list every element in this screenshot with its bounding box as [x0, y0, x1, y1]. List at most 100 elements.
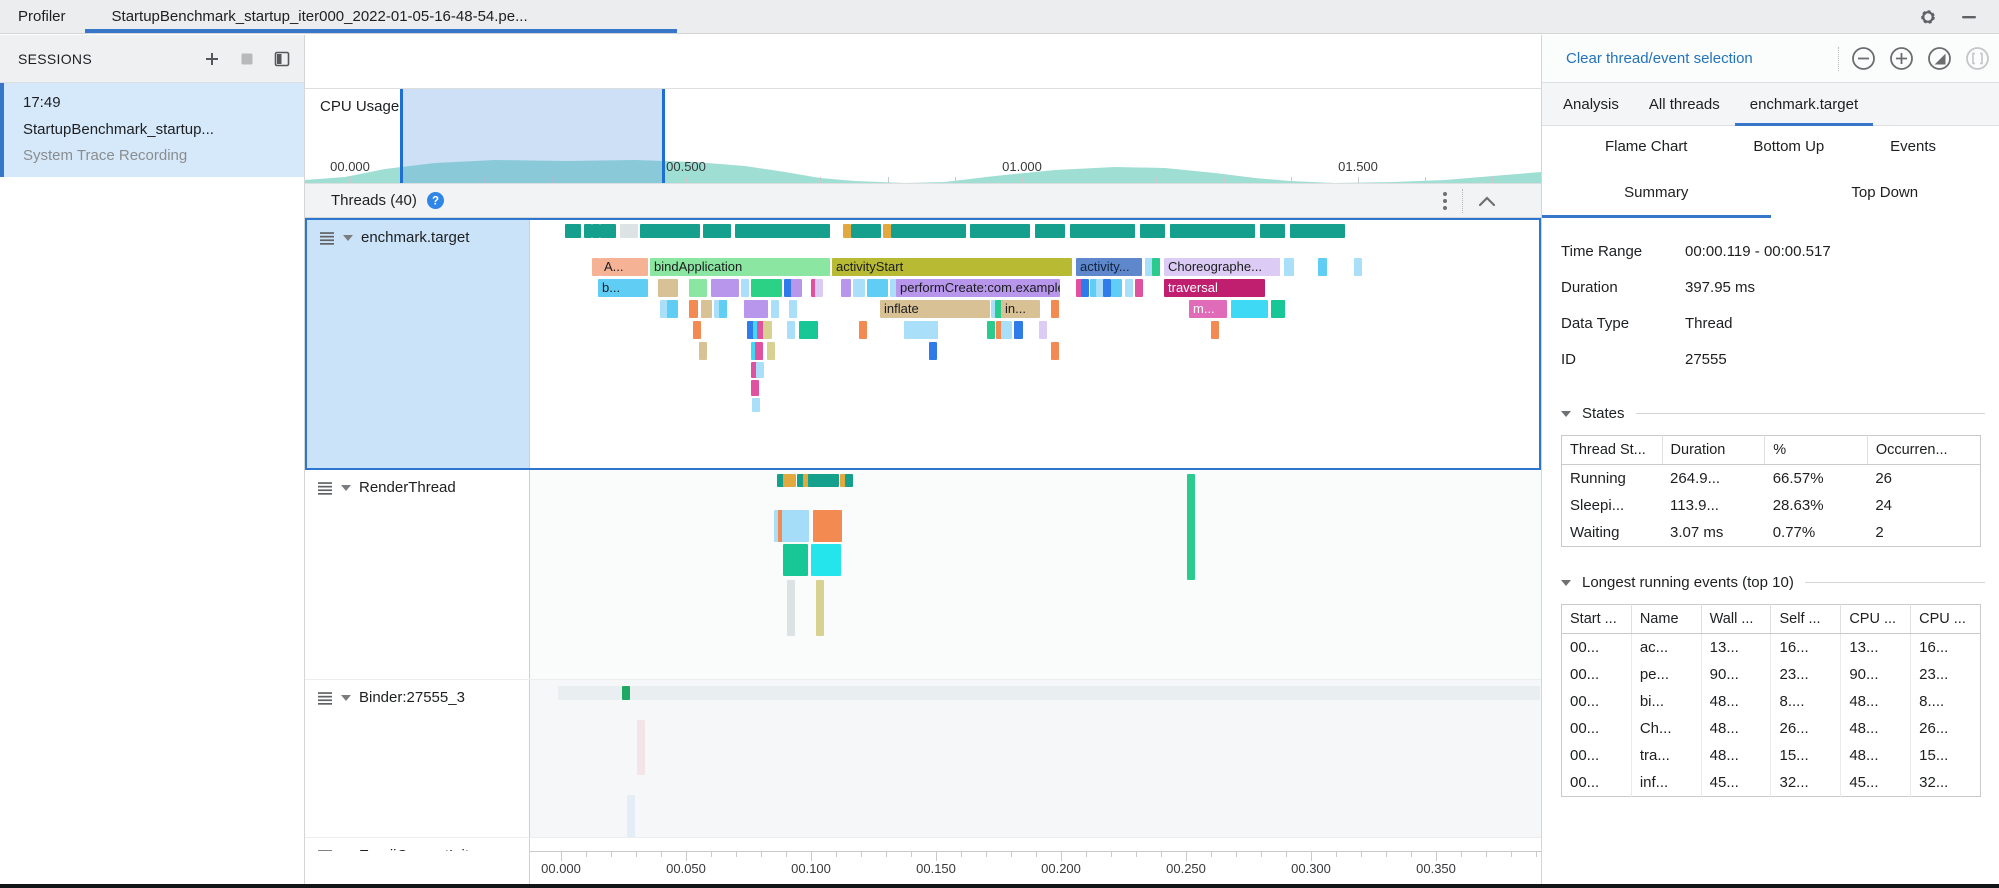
tab-all-threads[interactable]: All threads	[1648, 95, 1720, 113]
trace-span[interactable]	[660, 300, 668, 318]
trace-span[interactable]	[787, 321, 795, 339]
zoom-out-icon[interactable]	[1850, 45, 1877, 72]
more-options-kebab-icon[interactable]	[1442, 190, 1448, 212]
table-row[interactable]: Sleepi... 113.9... 28.63% 24	[1562, 492, 1981, 519]
reset-zoom-icon[interactable]	[1926, 45, 1953, 72]
help-icon[interactable]: ?	[426, 191, 445, 210]
trace-span[interactable]	[904, 321, 938, 339]
trace-span[interactable]	[1035, 224, 1065, 238]
trace-span[interactable]	[1290, 224, 1345, 238]
trace-span[interactable]	[1076, 279, 1084, 297]
trace-span[interactable]	[782, 510, 809, 542]
thread-row-enchmark-target[interactable]: enchmark.target A... bindApplication activi…	[305, 218, 1541, 470]
subtab-flame-chart[interactable]: Flame Chart	[1604, 137, 1688, 155]
drag-handle-icon[interactable]	[319, 231, 335, 251]
table-row[interactable]: 00... inf... 45... 32... 45... 32...	[1561, 769, 1981, 797]
trace-span[interactable]	[600, 224, 616, 238]
trace-span[interactable]	[693, 321, 701, 339]
trace-span[interactable]	[777, 474, 785, 487]
column-header[interactable]: Self ...	[1770, 604, 1842, 634]
collapse-arrow-icon[interactable]	[341, 485, 351, 491]
trace-span[interactable]	[751, 279, 782, 297]
trace-span[interactable]	[1211, 321, 1219, 339]
trace-span[interactable]	[995, 300, 1003, 318]
column-header[interactable]: CPU ...	[1840, 604, 1912, 634]
trace-span-traversal[interactable]: traversal	[1164, 279, 1265, 297]
column-header[interactable]: Wall ...	[1701, 604, 1772, 634]
trace-span[interactable]	[751, 380, 759, 396]
column-header[interactable]: %	[1764, 435, 1868, 465]
states-section-header[interactable]: States	[1561, 405, 1985, 422]
trace-span[interactable]	[813, 510, 842, 542]
trace-span[interactable]	[701, 300, 712, 318]
trace-span[interactable]	[757, 321, 765, 339]
column-header[interactable]: Thread St...	[1561, 435, 1663, 465]
settings-gear-icon[interactable]	[1919, 8, 1937, 26]
trace-span[interactable]	[747, 321, 755, 339]
trace-span[interactable]	[851, 224, 881, 238]
trace-span[interactable]	[741, 279, 749, 297]
trace-span-performcreate-com-example[interactable]: performCreate:com.example....	[896, 279, 1060, 297]
thread-track-emojicompatinit[interactable]	[530, 838, 1541, 851]
trace-span[interactable]	[767, 342, 775, 360]
trace-span[interactable]	[783, 474, 796, 487]
trace-span[interactable]	[1103, 279, 1111, 297]
subtab-bottom-up[interactable]: Bottom Up	[1753, 137, 1825, 155]
trace-span[interactable]	[592, 224, 600, 238]
trace-span[interactable]	[843, 224, 851, 238]
trace-span[interactable]	[1170, 224, 1255, 238]
trace-span[interactable]	[1354, 258, 1362, 276]
trace-span[interactable]	[1271, 300, 1285, 318]
trace-span[interactable]	[883, 224, 891, 238]
trace-span[interactable]	[763, 321, 772, 339]
thread-row-renderthread[interactable]: RenderThread	[305, 470, 1541, 680]
trace-span[interactable]	[1090, 279, 1098, 297]
thread-track-binder-27555-3[interactable]	[530, 680, 1541, 837]
trace-span[interactable]	[1111, 279, 1122, 297]
table-row[interactable]: 00... Ch... 48... 26... 48... 26...	[1561, 715, 1981, 742]
trace-span[interactable]	[640, 224, 700, 238]
trace-span[interactable]	[815, 279, 823, 297]
clear-selection-link[interactable]: Clear thread/event selection	[1566, 50, 1753, 67]
trace-span[interactable]	[1001, 321, 1012, 339]
trace-span[interactable]	[840, 474, 848, 487]
table-row[interactable]: 00... ac... 13... 16... 13... 16...	[1561, 633, 1981, 661]
longest-events-section-header[interactable]: Longest running events (top 10)	[1561, 574, 1985, 591]
trace-span[interactable]	[845, 474, 853, 487]
trace-span[interactable]	[1284, 258, 1294, 276]
trace-span[interactable]	[1140, 224, 1165, 238]
cpu-usage-panel[interactable]: CPU Usage 00.000 00.500 01.000 01.500	[305, 88, 1541, 183]
trace-span[interactable]	[714, 300, 722, 318]
trace-span-a[interactable]: A...	[600, 258, 648, 276]
trace-span[interactable]	[699, 342, 707, 360]
thread-track-renderthread[interactable]	[530, 470, 1541, 679]
trace-span[interactable]	[853, 279, 865, 297]
trace-span[interactable]	[1187, 474, 1195, 580]
trace-span[interactable]	[1039, 321, 1047, 339]
trace-span[interactable]	[891, 224, 966, 238]
session-document-tab[interactable]: StartupBenchmark_startup_iter000_2022-01…	[111, 8, 528, 25]
trace-span[interactable]	[890, 279, 898, 297]
trace-span[interactable]	[735, 224, 830, 238]
trace-span[interactable]	[1096, 279, 1104, 297]
trace-span[interactable]	[1051, 300, 1059, 318]
trace-span-activitystart[interactable]: activityStart	[832, 258, 1072, 276]
tab-enchmark-target[interactable]: enchmark.target	[1734, 83, 1874, 126]
trace-span[interactable]	[622, 686, 630, 700]
column-header[interactable]: Start ...	[1561, 604, 1632, 634]
trace-span[interactable]	[797, 474, 805, 487]
trace-span-m[interactable]: m...	[1189, 300, 1227, 318]
trace-span[interactable]	[771, 300, 779, 318]
collapse-arrow-icon[interactable]	[343, 235, 353, 241]
column-header[interactable]: Occurren...	[1867, 435, 1981, 465]
trace-span[interactable]	[1070, 224, 1135, 238]
trace-span[interactable]	[1125, 279, 1133, 297]
trace-span[interactable]	[1081, 279, 1089, 297]
trace-span[interactable]	[1260, 224, 1285, 238]
tab-analysis[interactable]: Analysis	[1563, 95, 1619, 113]
collapse-threads-chevron-icon[interactable]	[1477, 195, 1497, 207]
subtab-summary[interactable]: Summary	[1542, 166, 1771, 218]
table-row[interactable]: Waiting 3.07 ms 0.77% 2	[1562, 519, 1981, 547]
trace-span[interactable]	[584, 224, 592, 238]
thread-row-emojicompatinit[interactable]: EmojiCompatInit...	[305, 838, 1541, 851]
